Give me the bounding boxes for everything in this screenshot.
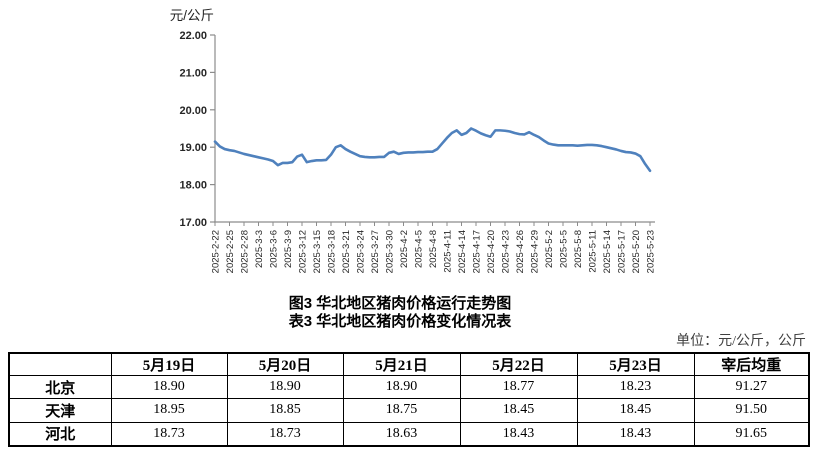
x-tick-label: 2025-5-20: [631, 230, 642, 273]
x-tick-label: 2025-5-8: [573, 230, 584, 268]
x-tick-label: 2025-4-23: [501, 230, 512, 273]
x-tick-label: 2025-4-5: [414, 230, 425, 268]
y-tick-label: 17.00: [179, 217, 207, 229]
cell-hebei-may23: 18.43: [576, 421, 695, 447]
cell-tianjin-may20: 18.85: [226, 398, 344, 423]
cell-tianjin-may23: 18.45: [576, 398, 695, 423]
x-tick-label: 2025-4-11: [443, 230, 454, 273]
x-tick-label: 2025-4-2: [399, 230, 410, 268]
corner-header-cell: [8, 352, 112, 376]
x-tick-label: 2025-2-22: [211, 230, 222, 273]
cell-hebei-may19: 18.73: [110, 421, 228, 447]
row-header-tianjin: 天津: [8, 398, 112, 423]
x-tick-label: 2025-3-15: [312, 230, 323, 273]
x-tick-label: 2025-4-29: [530, 230, 541, 273]
col-header-may20: 5月20日: [226, 352, 344, 376]
table-row-tianjin: 天津 18.95 18.85 18.75 18.45 18.45 91.50: [8, 398, 810, 423]
x-tick-label: 2025-3-9: [283, 230, 294, 268]
cell-hebei-may22: 18.43: [459, 421, 578, 447]
x-tick-label: 2025-5-17: [617, 230, 628, 273]
price-trend-chart: 元/公斤 22.00 21.00 20.00 19.00 18.00 17.00 2025-2…: [170, 8, 657, 273]
cell-beijing-may20: 18.90: [226, 374, 344, 400]
row-header-hebei: 河北: [8, 421, 112, 447]
x-tick-label: 2025-3-27: [370, 230, 381, 273]
table-row-beijing: 北京 18.90 18.90 18.90 18.77 18.23 91.27: [8, 374, 810, 400]
col-header-may19: 5月19日: [110, 352, 228, 376]
cell-beijing-weight: 91.27: [693, 374, 810, 400]
cell-tianjin-may19: 18.95: [110, 398, 228, 423]
price-table: 5月19日 5月20日 5月21日 5月22日 5月23日 宰后均重 北京 18…: [8, 352, 810, 447]
x-tick-label: 2025-2-25: [225, 230, 236, 273]
x-tick-label: 2025-5-2: [544, 230, 555, 268]
cell-tianjin-weight: 91.50: [693, 398, 810, 423]
price-line-series: [213, 127, 652, 173]
col-header-may21: 5月21日: [342, 352, 461, 376]
cell-tianjin-may22: 18.45: [459, 398, 578, 423]
x-tick-label: 2025-2-28: [240, 230, 251, 273]
x-tick-label: 2025-4-14: [457, 230, 468, 273]
cell-tianjin-may21: 18.75: [342, 398, 461, 423]
x-tick-label: 2025-3-3: [254, 230, 265, 268]
x-tick-label: 2025-3-30: [385, 230, 396, 273]
x-tick-label: 2025-3-18: [327, 230, 338, 273]
cell-hebei-may21: 18.63: [342, 421, 461, 447]
cell-beijing-may21: 18.90: [342, 374, 461, 400]
y-axis-title: 元/公斤: [170, 8, 214, 23]
cell-beijing-may22: 18.77: [459, 374, 578, 400]
cell-beijing-may19: 18.90: [110, 374, 228, 400]
y-tick-label: 18.00: [179, 180, 207, 192]
x-tick-label: 2025-3-6: [269, 230, 280, 268]
table-row-hebei: 河北 18.73 18.73 18.63 18.43 18.43 91.65: [8, 421, 810, 447]
x-tick-label: 2025-4-17: [472, 230, 483, 273]
x-tick-label: 2025-5-14: [602, 230, 613, 273]
y-tick-label: 22.00: [179, 30, 207, 42]
col-header-carcass-weight: 宰后均重: [693, 352, 810, 376]
col-header-may23: 5月23日: [576, 352, 695, 376]
y-tick-label: 20.00: [179, 105, 207, 117]
col-header-may22: 5月22日: [459, 352, 578, 376]
x-tick-label: 2025-5-5: [559, 230, 570, 268]
cell-hebei-may20: 18.73: [226, 421, 344, 447]
table-title: 表3 华北地区猪肉价格变化情况表: [288, 313, 512, 330]
x-tick-label: 2025-5-23: [646, 230, 657, 273]
y-tick-label: 21.00: [179, 67, 207, 79]
row-header-beijing: 北京: [8, 374, 112, 400]
table-header-row: 5月19日 5月20日 5月21日 5月22日 5月23日 宰后均重: [8, 352, 810, 376]
figure-title: 图3 华北地区猪肉价格运行走势图: [288, 295, 512, 312]
x-tick-label: 2025-4-26: [515, 230, 526, 273]
cell-beijing-may23: 18.23: [576, 374, 695, 400]
x-tick-label: 2025-4-20: [486, 230, 497, 273]
unit-note: 单位：元/公斤，公斤: [676, 334, 806, 349]
x-tick-label: 2025-3-12: [298, 230, 309, 273]
cell-hebei-weight: 91.65: [693, 421, 810, 447]
x-tick-label: 2025-5-11: [588, 230, 599, 273]
x-tick-label: 2025-3-21: [341, 230, 352, 273]
x-tick-label: 2025-4-8: [428, 230, 439, 268]
y-tick-label: 19.00: [179, 142, 207, 154]
x-tick-label: 2025-3-24: [356, 230, 367, 273]
